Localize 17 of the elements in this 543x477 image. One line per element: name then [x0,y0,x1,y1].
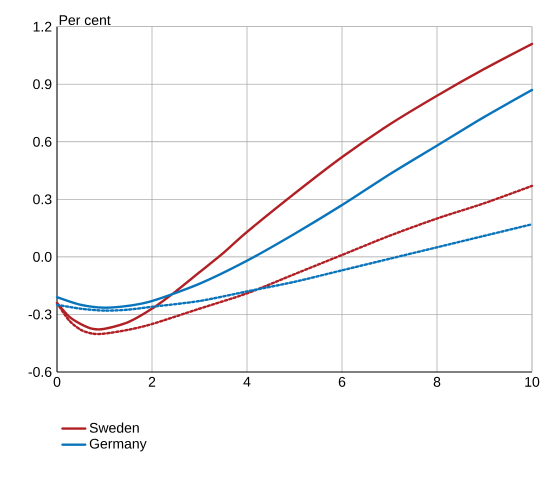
y-axis-title: Per cent [60,15,111,26]
line-series [56,88,534,309]
y-tick-label: -0.3 [28,309,52,320]
y-tick-label: -0.6 [28,367,52,377]
y-tick-label: 1.2 [34,22,52,32]
legend-label: Sweden [90,422,139,433]
y-tick-label: 0.9 [33,79,52,90]
x-tick-label: 8 [434,376,440,387]
x-tick-label: 6 [338,376,346,387]
x-tick-label: 2 [148,376,156,387]
x-tick-label: 0 [54,376,60,387]
x-tick-label: 4 [243,376,250,387]
y-tick-label: 0.3 [33,194,52,204]
legend-label: Germany [90,438,147,452]
y-tick-label: 0.6 [33,136,52,147]
y-tick-label: 0.0 [33,252,52,262]
x-tick-label: 10 [525,376,540,387]
